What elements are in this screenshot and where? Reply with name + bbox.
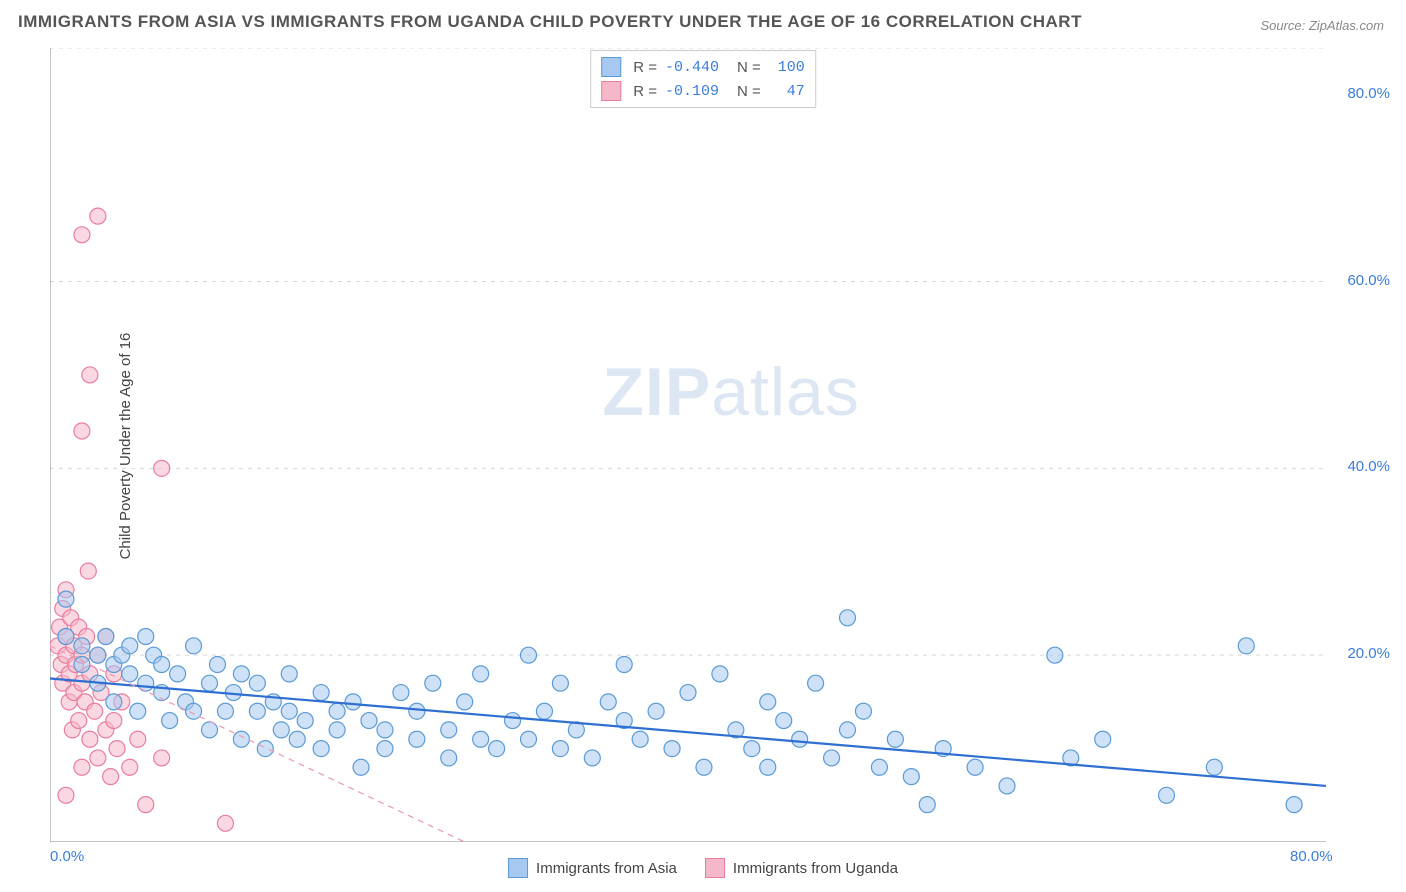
legend-series-item: Immigrants from Asia	[508, 858, 677, 878]
y-tick-label: 40.0%	[1347, 458, 1390, 475]
legend-swatch	[601, 57, 621, 77]
legend-stat-row: R = -0.109 N = 47	[601, 79, 805, 103]
n-label: N =	[737, 83, 761, 100]
scatter-plot	[50, 48, 1326, 842]
y-tick-label: 80.0%	[1347, 85, 1390, 102]
legend-swatch	[705, 858, 725, 878]
legend-swatch	[508, 858, 528, 878]
r-value: -0.109	[665, 83, 725, 100]
r-value: -0.440	[665, 59, 725, 76]
r-label: R =	[633, 59, 657, 76]
r-label: R =	[633, 83, 657, 100]
correlation-legend: R = -0.440 N = 100 R = -0.109 N = 47	[590, 50, 816, 108]
y-tick-label: 60.0%	[1347, 272, 1390, 289]
chart-title: IMMIGRANTS FROM ASIA VS IMMIGRANTS FROM …	[18, 12, 1082, 32]
x-tick-label: 80.0%	[1290, 848, 1333, 865]
series-legend: Immigrants from Asia Immigrants from Uga…	[508, 858, 898, 878]
legend-swatch	[601, 81, 621, 101]
legend-series-label: Immigrants from Asia	[536, 860, 677, 877]
chart-area	[50, 48, 1326, 842]
n-value: 47	[769, 83, 805, 100]
n-value: 100	[769, 59, 805, 76]
n-label: N =	[737, 59, 761, 76]
legend-stat-row: R = -0.440 N = 100	[601, 55, 805, 79]
legend-series-label: Immigrants from Uganda	[733, 860, 898, 877]
x-tick-label: 0.0%	[50, 848, 84, 865]
source-attribution: Source: ZipAtlas.com	[1260, 18, 1384, 33]
legend-series-item: Immigrants from Uganda	[705, 858, 898, 878]
y-tick-label: 20.0%	[1347, 645, 1390, 662]
